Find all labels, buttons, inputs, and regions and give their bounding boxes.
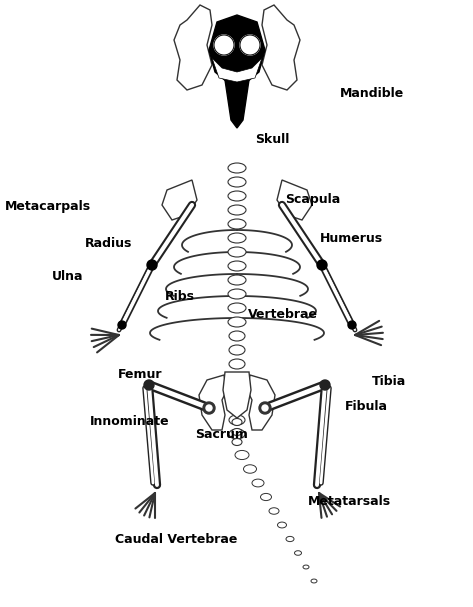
Polygon shape	[199, 375, 227, 430]
Ellipse shape	[278, 522, 287, 528]
Circle shape	[203, 402, 215, 414]
Ellipse shape	[229, 345, 245, 355]
Polygon shape	[162, 180, 197, 220]
Circle shape	[259, 402, 271, 414]
Circle shape	[214, 35, 234, 55]
Text: Metacarpals: Metacarpals	[5, 200, 91, 213]
Polygon shape	[262, 5, 300, 90]
Ellipse shape	[228, 247, 246, 257]
Text: Scapula: Scapula	[285, 193, 340, 206]
Circle shape	[317, 260, 327, 270]
Text: Femur: Femur	[118, 368, 163, 381]
Text: Caudal Vertebrae: Caudal Vertebrae	[115, 533, 237, 546]
Ellipse shape	[228, 233, 246, 243]
Ellipse shape	[252, 479, 264, 487]
Ellipse shape	[295, 551, 301, 555]
Ellipse shape	[269, 507, 279, 514]
Ellipse shape	[229, 359, 245, 369]
Ellipse shape	[229, 373, 245, 383]
Polygon shape	[277, 180, 312, 220]
Text: Skull: Skull	[255, 133, 289, 146]
Ellipse shape	[235, 450, 249, 459]
Polygon shape	[174, 5, 212, 90]
Ellipse shape	[228, 303, 246, 313]
Ellipse shape	[229, 401, 245, 411]
Circle shape	[147, 260, 157, 270]
Ellipse shape	[229, 331, 245, 341]
Circle shape	[118, 321, 126, 329]
Text: Innominate: Innominate	[90, 415, 170, 428]
Ellipse shape	[286, 537, 294, 541]
Circle shape	[348, 321, 356, 329]
Text: Tibia: Tibia	[372, 375, 406, 388]
Ellipse shape	[303, 565, 309, 569]
Ellipse shape	[229, 415, 245, 425]
Circle shape	[144, 380, 154, 390]
Ellipse shape	[228, 289, 246, 299]
Ellipse shape	[229, 429, 245, 439]
Ellipse shape	[311, 579, 317, 583]
Text: Radius: Radius	[85, 237, 132, 250]
Ellipse shape	[232, 438, 242, 446]
Polygon shape	[223, 372, 251, 418]
Text: Humerus: Humerus	[320, 232, 383, 245]
Polygon shape	[225, 80, 249, 128]
Ellipse shape	[228, 261, 246, 271]
Ellipse shape	[228, 163, 246, 173]
Ellipse shape	[228, 191, 246, 201]
Text: Mandible: Mandible	[340, 87, 404, 100]
Ellipse shape	[261, 493, 272, 501]
Circle shape	[320, 380, 330, 390]
Text: Sacrum: Sacrum	[195, 428, 248, 441]
Text: Fibula: Fibula	[345, 400, 388, 413]
Ellipse shape	[232, 418, 242, 426]
Polygon shape	[209, 15, 265, 85]
Ellipse shape	[228, 219, 246, 229]
Circle shape	[262, 405, 268, 411]
Text: Vertebrae: Vertebrae	[248, 308, 318, 321]
Polygon shape	[247, 375, 275, 430]
Ellipse shape	[228, 177, 246, 187]
Ellipse shape	[228, 205, 246, 215]
Ellipse shape	[229, 387, 245, 397]
Ellipse shape	[228, 317, 246, 327]
Polygon shape	[212, 58, 262, 82]
Text: Ulna: Ulna	[52, 270, 84, 283]
Text: Metatarsals: Metatarsals	[308, 495, 391, 508]
Circle shape	[206, 405, 212, 411]
Ellipse shape	[232, 429, 242, 435]
Text: Ribs: Ribs	[165, 290, 195, 303]
Ellipse shape	[228, 275, 246, 285]
Ellipse shape	[244, 465, 256, 473]
Circle shape	[240, 35, 260, 55]
Circle shape	[214, 35, 234, 55]
Circle shape	[240, 35, 260, 55]
